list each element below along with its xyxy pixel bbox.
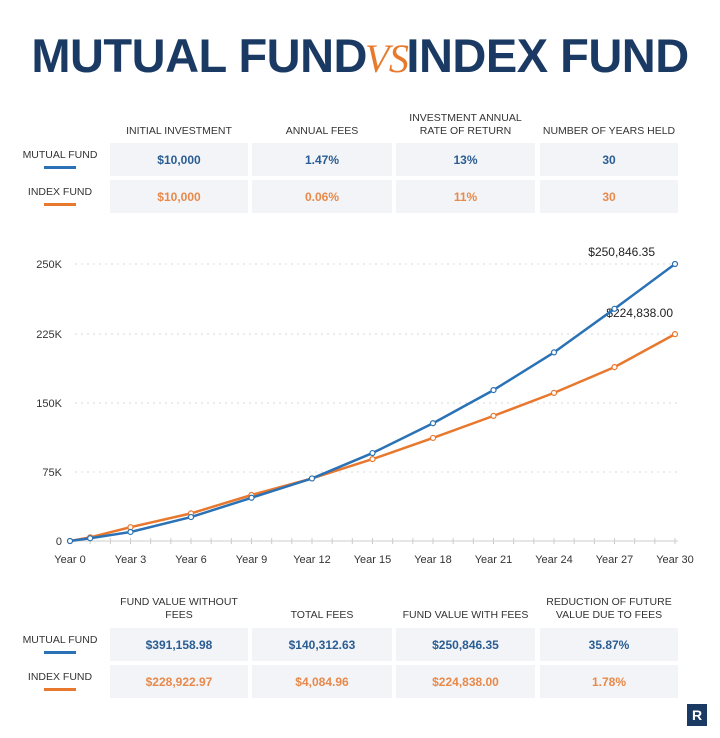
y-tick-label: 225K bbox=[36, 329, 62, 341]
table-cell: 0.06% bbox=[252, 180, 392, 213]
data-point-mutual bbox=[611, 305, 618, 312]
data-point-mutual bbox=[369, 449, 376, 457]
x-tick-label: Year 3 bbox=[115, 554, 146, 566]
column-header: FUND VALUE WITH FEES bbox=[402, 609, 529, 621]
column-header-cell: NUMBER OF YEARS HELD bbox=[540, 108, 678, 138]
column-header-cell: REDUCTION OF FUTURE VALUE DUE TO FEES bbox=[540, 592, 678, 622]
legend-line bbox=[44, 166, 76, 169]
x-tick-label: Year 12 bbox=[293, 554, 331, 566]
column-header-cell: ANNUAL FEES bbox=[252, 108, 392, 138]
end-value-label: $250,846.35 bbox=[588, 245, 655, 259]
row-label: MUTUAL FUND bbox=[14, 634, 106, 654]
row-label: MUTUAL FUND bbox=[14, 149, 106, 169]
data-point-index bbox=[550, 389, 558, 396]
data-point-index bbox=[369, 456, 376, 463]
data-point-mutual bbox=[429, 420, 437, 427]
data-point-mutual bbox=[550, 349, 558, 356]
table-cell: 30 bbox=[540, 143, 678, 176]
data-point-mutual bbox=[671, 260, 679, 268]
table-cell: $391,158.98 bbox=[110, 628, 248, 661]
column-header-cell: INITIAL INVESTMENT bbox=[110, 108, 248, 138]
table-cell: $10,000 bbox=[110, 180, 248, 213]
end-value-label: $224,838.00 bbox=[606, 306, 673, 320]
column-header: ANNUAL FEES bbox=[285, 125, 359, 137]
column-header-cell: FUND VALUE WITH FEES bbox=[396, 592, 535, 622]
row-label-text: INDEX FUND bbox=[27, 671, 93, 683]
page-title: MUTUAL FUNDVSINDEX FUND bbox=[0, 28, 720, 83]
legend-line bbox=[44, 651, 76, 654]
x-tick-label: Year 30 bbox=[656, 554, 694, 566]
title-right: INDEX FUND bbox=[406, 29, 689, 82]
table-cell: $250,846.35 bbox=[396, 628, 535, 661]
x-tick-label: Year 18 bbox=[414, 554, 452, 566]
column-header: INVESTMENT ANNUAL RATE OF RETURN bbox=[409, 112, 522, 137]
x-tick-label: Year 9 bbox=[236, 554, 267, 566]
legend-line bbox=[44, 203, 76, 206]
title-left: MUTUAL FUND bbox=[31, 29, 367, 82]
table-cell: 13% bbox=[396, 143, 535, 176]
x-tick-label: Year 15 bbox=[354, 554, 392, 566]
data-point-index bbox=[490, 412, 497, 419]
brand-logo: R bbox=[687, 704, 707, 726]
table-cell: $224,838.00 bbox=[396, 665, 535, 698]
row-label-text: MUTUAL FUND bbox=[22, 634, 98, 646]
data-point-mutual bbox=[490, 387, 497, 394]
series-line-mutual bbox=[69, 262, 676, 543]
column-header: NUMBER OF YEARS HELD bbox=[542, 125, 676, 137]
title-vs: VS bbox=[364, 36, 409, 81]
table-cell: 1.78% bbox=[540, 665, 678, 698]
data-point-index bbox=[611, 364, 618, 371]
x-tick-label: Year 27 bbox=[596, 554, 634, 566]
row-label-text: MUTUAL FUND bbox=[22, 149, 98, 161]
column-header: TOTAL FEES bbox=[290, 609, 354, 621]
row-label: INDEX FUND bbox=[14, 186, 106, 206]
x-tick-label: Year 0 bbox=[54, 554, 85, 566]
table-cell: $10,000 bbox=[110, 143, 248, 176]
data-point-mutual bbox=[66, 537, 74, 545]
row-label-text: INDEX FUND bbox=[27, 186, 93, 198]
fund-growth-chart: 0 75K 150K 225K 250K Year 0 Year 3 Year 6 Year 9… bbox=[36, 245, 694, 566]
data-point-index bbox=[671, 331, 679, 338]
table-cell: 11% bbox=[396, 180, 535, 213]
x-tick-label: Year 21 bbox=[475, 554, 513, 566]
table-cell: 35.87% bbox=[540, 628, 678, 661]
x-tick-label: Year 6 bbox=[175, 554, 206, 566]
y-tick-label: 0 bbox=[56, 536, 62, 548]
x-tick-label: Year 24 bbox=[535, 554, 573, 566]
column-header: REDUCTION OF FUTURE VALUE DUE TO FEES bbox=[546, 596, 672, 621]
table-cell: $140,312.63 bbox=[252, 628, 392, 661]
table-cell: $228,922.97 bbox=[110, 665, 248, 698]
series-line-index bbox=[69, 333, 676, 543]
column-header-cell: FUND VALUE WITHOUT FEES bbox=[110, 592, 248, 622]
data-point-mutual bbox=[187, 513, 195, 521]
legend-line bbox=[44, 688, 76, 691]
data-point-mutual bbox=[308, 475, 316, 482]
data-point-mutual bbox=[248, 494, 255, 501]
y-tick-label: 250K bbox=[36, 259, 62, 271]
column-header-cell: INVESTMENT ANNUAL RATE OF RETURN bbox=[396, 108, 535, 138]
column-header: FUND VALUE WITHOUT FEES bbox=[120, 596, 238, 621]
column-header-cell: TOTAL FEES bbox=[252, 592, 392, 622]
data-point-mutual bbox=[87, 535, 94, 542]
table-cell: 30 bbox=[540, 180, 678, 213]
data-point-index bbox=[429, 434, 437, 442]
data-point-mutual bbox=[127, 528, 134, 536]
y-tick-label: 150K bbox=[36, 398, 62, 410]
column-header: INITIAL INVESTMENT bbox=[126, 125, 232, 137]
table-cell: 1.47% bbox=[252, 143, 392, 176]
y-tick-label: 75K bbox=[42, 467, 62, 479]
row-label: INDEX FUND bbox=[14, 671, 106, 691]
table-cell: $4,084.96 bbox=[252, 665, 392, 698]
